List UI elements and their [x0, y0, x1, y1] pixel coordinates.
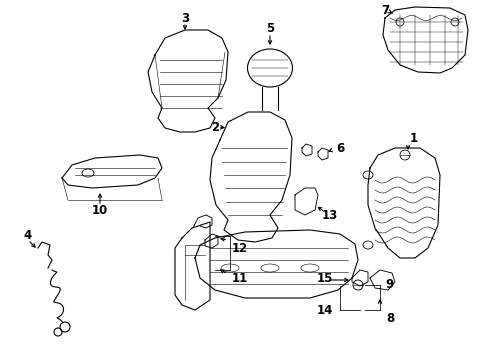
Text: 4: 4 — [24, 229, 32, 242]
Text: 13: 13 — [321, 208, 337, 221]
Text: 7: 7 — [380, 4, 388, 17]
Text: 10: 10 — [92, 203, 108, 216]
Text: 15: 15 — [316, 271, 332, 284]
Text: 11: 11 — [231, 271, 247, 284]
Text: 3: 3 — [181, 12, 189, 24]
Text: 14: 14 — [316, 303, 332, 316]
Text: 5: 5 — [265, 22, 274, 35]
Text: 12: 12 — [231, 242, 247, 255]
Text: 1: 1 — [409, 131, 417, 144]
Text: 8: 8 — [385, 311, 393, 324]
Text: 6: 6 — [335, 141, 344, 154]
Text: 9: 9 — [385, 279, 393, 292]
Text: 2: 2 — [210, 121, 219, 134]
